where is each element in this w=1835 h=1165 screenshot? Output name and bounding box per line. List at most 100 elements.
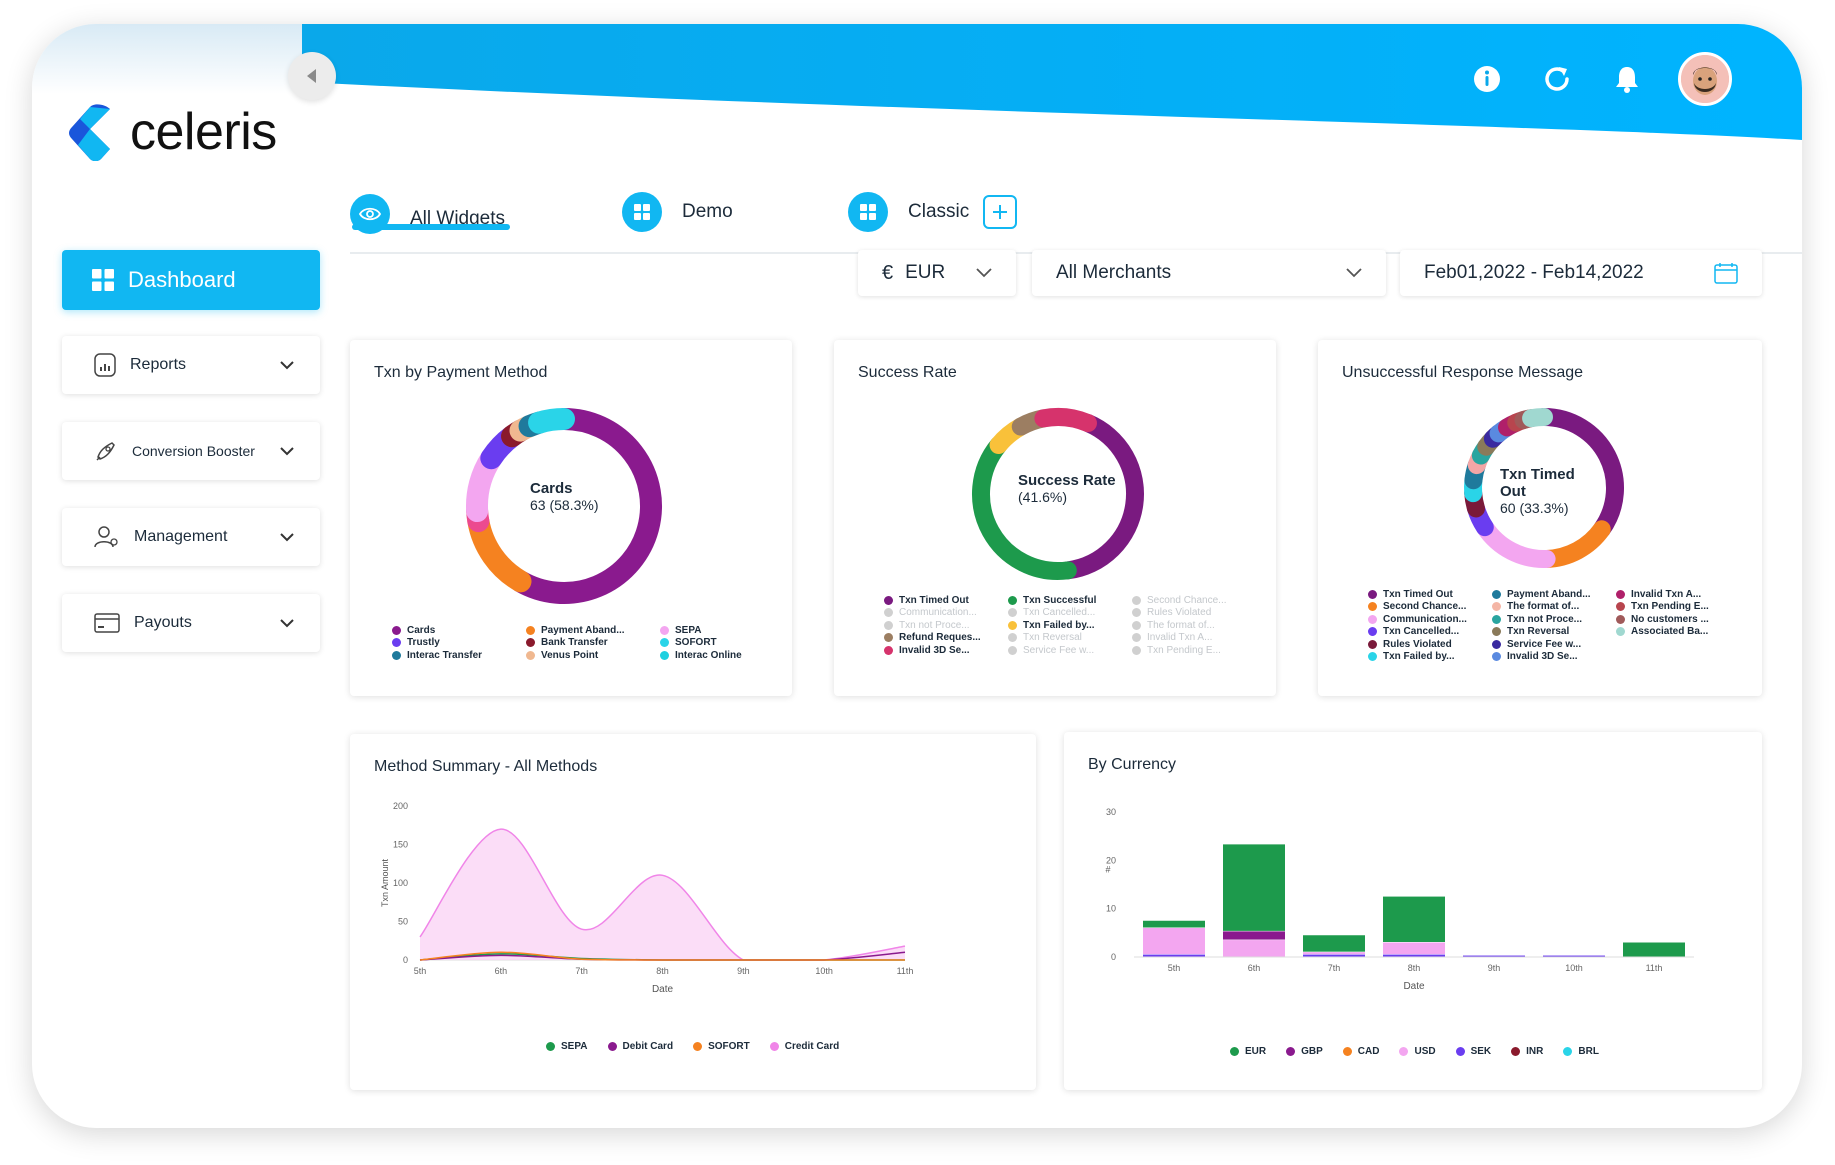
legend-item[interactable]: Txn Successful	[1008, 594, 1118, 607]
legend-item[interactable]: Bank Transfer	[526, 637, 646, 650]
legend-item[interactable]: Rules Violated	[1132, 607, 1242, 620]
legend-item[interactable]: GBP	[1286, 1046, 1323, 1057]
sidebar-item-payouts[interactable]: Payouts	[62, 594, 320, 652]
currency-select[interactable]: € EUR	[858, 250, 1016, 296]
legend-item[interactable]: Txn Cancelled...	[1368, 626, 1478, 639]
series-line-sofort[interactable]	[419, 951, 905, 961]
legend-item[interactable]: Second Chance...	[1132, 594, 1242, 607]
legend-item[interactable]: Cards	[392, 624, 512, 637]
legend-item[interactable]: Invalid 3D Se...	[1492, 651, 1602, 664]
sidebar-item-management[interactable]: Management	[62, 508, 320, 566]
legend-item[interactable]: Debit Card	[607, 1041, 673, 1052]
bar-gbp-6th[interactable]	[1223, 931, 1285, 940]
legend-item[interactable]: SOFORT	[660, 637, 770, 650]
legend-item[interactable]: Second Chance...	[1368, 601, 1478, 614]
bar-eur-7th[interactable]	[1303, 935, 1365, 952]
refresh-button[interactable]	[1538, 60, 1576, 98]
legend-label: INR	[1526, 1046, 1544, 1057]
legend-item[interactable]: Interac Transfer	[392, 649, 512, 662]
legend-item[interactable]: Credit Card	[769, 1041, 839, 1052]
sidebar-item-dashboard[interactable]: Dashboard	[62, 250, 320, 310]
legend-item[interactable]: Payment Aband...	[526, 624, 646, 637]
donut-slice-txn-timed-out[interactable]	[1535, 408, 1624, 539]
bar-sek-9th[interactable]	[1463, 955, 1525, 957]
legend-item[interactable]: Txn Failed by...	[1368, 651, 1478, 664]
legend-label: Txn Cancelled...	[1023, 607, 1096, 619]
legend-item[interactable]: Rules Violated	[1368, 638, 1478, 651]
legend-item[interactable]: Associated Ba...	[1616, 626, 1726, 639]
legend-item[interactable]: SOFORT	[693, 1041, 750, 1052]
tab-classic[interactable]: Classic	[848, 192, 1018, 232]
legend-item[interactable]: Txn Cancelled...	[1008, 607, 1118, 620]
donut-slice-invalid-3d-se-[interactable]	[1034, 408, 1097, 433]
bar-usd-8th[interactable]	[1383, 942, 1445, 955]
legend-item[interactable]: Txn Reversal	[1492, 626, 1602, 639]
legend-item[interactable]: SEPA	[546, 1041, 588, 1052]
legend-item[interactable]: Service Fee w...	[1492, 638, 1602, 651]
donut-slice-txn-timed-out[interactable]	[1058, 414, 1144, 580]
legend-item[interactable]: SEK	[1455, 1046, 1491, 1057]
legend-item[interactable]: No customers ...	[1616, 613, 1726, 626]
donut-slice-txn-successful[interactable]	[972, 436, 1077, 580]
legend-item[interactable]: Service Fee w...	[1008, 644, 1118, 657]
logo[interactable]: celeris	[68, 102, 277, 162]
bar-eur-8th[interactable]	[1383, 896, 1445, 942]
donut-slice-second-chance-[interactable]	[1537, 520, 1611, 568]
add-tab-button[interactable]	[983, 195, 1018, 229]
donut-slice-associated-ba-[interactable]	[1522, 408, 1553, 428]
legend-item[interactable]: Txn Timed Out	[1368, 588, 1478, 601]
legend-item[interactable]: Txn Failed by...	[1008, 619, 1118, 632]
bar-eur-11th[interactable]	[1623, 942, 1685, 957]
legend-item[interactable]: Payment Aband...	[1492, 588, 1602, 601]
legend-item[interactable]: Txn Pending E...	[1616, 601, 1726, 614]
legend-item[interactable]: The format of...	[1492, 601, 1602, 614]
bar-sek-7th[interactable]	[1303, 954, 1365, 957]
info-button[interactable]	[1468, 60, 1506, 98]
legend-item[interactable]: EUR	[1230, 1046, 1266, 1057]
date-range-picker[interactable]: Feb01,2022 - Feb14,2022	[1400, 250, 1762, 296]
legend-item[interactable]: BRL	[1563, 1046, 1599, 1057]
donut-slice-cards[interactable]	[509, 408, 662, 604]
legend-item[interactable]: Txn Timed Out	[884, 594, 994, 607]
legend-item[interactable]: SEPA	[660, 624, 770, 637]
bar-usd-5th[interactable]	[1143, 928, 1205, 955]
legend-item[interactable]: Interac Online	[660, 649, 770, 662]
legend-item[interactable]: Txn not Proce...	[1492, 613, 1602, 626]
bar-eur-5th[interactable]	[1143, 920, 1205, 928]
legend-item[interactable]: Refund Reques...	[884, 632, 994, 645]
legend-item[interactable]: Invalid 3D Se...	[884, 644, 994, 657]
legend-item[interactable]: Txn Pending E...	[1132, 644, 1242, 657]
legend-item[interactable]: The format of...	[1132, 619, 1242, 632]
merchant-select[interactable]: All Merchants	[1032, 250, 1386, 296]
donut-slice-sofort[interactable]	[467, 510, 532, 593]
legend-item[interactable]	[1616, 651, 1726, 664]
legend-item[interactable]: Communication...	[884, 607, 994, 620]
bar-eur-6th[interactable]	[1223, 844, 1285, 931]
legend-item[interactable]: Venus Point	[526, 649, 646, 662]
legend-item[interactable]	[1616, 638, 1726, 651]
legend-item[interactable]: Txn Reversal	[1008, 632, 1118, 645]
bar-sek-10th[interactable]	[1543, 955, 1605, 957]
bar-sek-5th[interactable]	[1143, 954, 1205, 957]
collapse-sidebar-button[interactable]	[288, 52, 336, 100]
legend-item[interactable]: CAD	[1342, 1046, 1379, 1057]
notifications-button[interactable]	[1608, 60, 1646, 98]
legend-item[interactable]: Invalid Txn A...	[1616, 588, 1726, 601]
tab-demo[interactable]: Demo	[622, 192, 733, 232]
donut-slice-communication-[interactable]	[1475, 518, 1556, 568]
sidebar-item-conversion-booster[interactable]: Conversion Booster	[62, 422, 320, 480]
avatar[interactable]	[1678, 52, 1732, 106]
legend-item[interactable]: INR	[1511, 1046, 1543, 1057]
legend-item[interactable]: Trustly	[392, 637, 512, 650]
method-summary-legend: SEPA Debit Card SOFORT Credit Card	[546, 1041, 839, 1052]
legend-dot	[1368, 602, 1377, 612]
sidebar-item-reports[interactable]: Reports	[62, 336, 320, 394]
donut-slice-interac-online[interactable]	[528, 408, 575, 434]
legend-item[interactable]: Invalid Txn A...	[1132, 632, 1242, 645]
legend-item[interactable]: Txn not Proce...	[884, 619, 994, 632]
legend-item[interactable]: USD	[1399, 1046, 1436, 1057]
bar-usd-6th[interactable]	[1223, 940, 1285, 957]
legend-item[interactable]: Communication...	[1368, 613, 1478, 626]
bar-usd-7th[interactable]	[1303, 952, 1365, 955]
bar-sek-8th[interactable]	[1383, 954, 1445, 957]
